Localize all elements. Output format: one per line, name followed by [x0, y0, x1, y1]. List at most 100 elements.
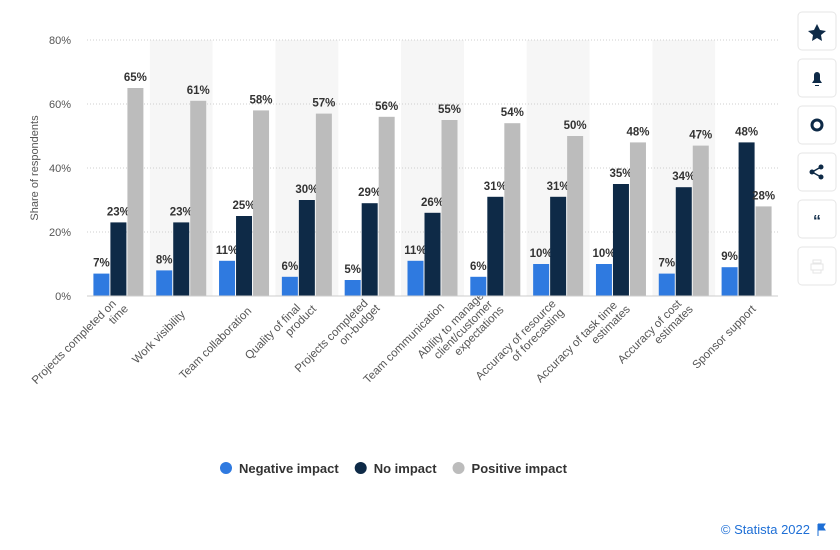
- cite-button[interactable]: “: [797, 199, 837, 239]
- bar: [487, 196, 504, 296]
- bar: [378, 116, 395, 296]
- data-label: 7%: [93, 258, 110, 270]
- data-label: 55%: [438, 104, 461, 116]
- data-label: 48%: [735, 126, 758, 138]
- bar: [424, 212, 441, 296]
- data-label: 31%: [484, 181, 507, 193]
- y-axis-title: Share of respondents: [29, 115, 41, 221]
- x-tick-label: Accuracy of cost estimates: [616, 295, 696, 375]
- legend-marker: [354, 462, 367, 474]
- settings-button[interactable]: [797, 105, 837, 145]
- legend-label: Positive impact: [472, 461, 568, 476]
- data-label: 11%: [404, 245, 426, 257]
- bar: [281, 276, 298, 296]
- bar: [110, 222, 127, 296]
- data-label: 6%: [470, 261, 487, 273]
- y-tick-label: 80%: [49, 35, 71, 47]
- bar: [470, 276, 487, 296]
- legend-marker: [220, 462, 232, 474]
- x-tick-label-group: Sponsor support: [690, 303, 759, 372]
- bar: [127, 88, 144, 296]
- data-label: 61%: [187, 85, 210, 97]
- data-label: 9%: [721, 251, 738, 263]
- bar: [219, 260, 236, 296]
- bar: [315, 113, 332, 296]
- bar: [533, 264, 550, 296]
- bar: [156, 270, 173, 296]
- print-button[interactable]: [797, 246, 837, 286]
- bar: [344, 280, 361, 296]
- x-tick-label: Projects completed on time: [30, 294, 131, 395]
- bar: [629, 142, 646, 296]
- data-label: 65%: [124, 72, 147, 84]
- bar: [441, 120, 458, 296]
- data-label: 23%: [170, 206, 193, 218]
- data-label: 35%: [609, 168, 632, 180]
- data-label: 5%: [344, 264, 361, 276]
- credit: © Statista 2022: [721, 522, 810, 537]
- bar: [595, 264, 612, 296]
- bar: [253, 110, 270, 297]
- bar: [658, 273, 675, 296]
- y-tick-label: 60%: [49, 99, 71, 111]
- alert-button[interactable]: [797, 58, 837, 98]
- legend: Negative impact No impact Positive impact: [220, 461, 568, 476]
- x-tick-label-group: Accuracy of cost estimates: [616, 295, 696, 375]
- bar: [755, 206, 772, 296]
- data-label: 50%: [564, 120, 587, 132]
- data-label: 10%: [530, 248, 553, 260]
- svg-text:“: “: [813, 213, 821, 230]
- legend-marker: [452, 462, 465, 474]
- data-label: 58%: [250, 94, 273, 106]
- data-label: 6%: [282, 261, 299, 273]
- x-tick-label: Work visibility: [130, 309, 188, 367]
- bar: [675, 187, 692, 296]
- data-label: 23%: [107, 206, 130, 218]
- data-label: 57%: [312, 98, 335, 110]
- data-label: 26%: [421, 197, 444, 209]
- data-label: 31%: [547, 181, 570, 193]
- x-tick-label-group: Team collaboration: [177, 305, 254, 382]
- data-label: 11%: [216, 245, 238, 257]
- data-label: 10%: [592, 248, 615, 260]
- bar: [550, 196, 567, 296]
- bar: [567, 136, 584, 296]
- bar: [298, 200, 315, 296]
- flag-icon: [817, 523, 826, 536]
- data-label: 7%: [658, 258, 675, 270]
- bar: [738, 142, 755, 296]
- data-label: 25%: [233, 200, 256, 212]
- data-label: 34%: [672, 171, 695, 183]
- bar: [692, 145, 709, 296]
- legend-label: Negative impact: [239, 461, 339, 476]
- data-label: 47%: [689, 130, 712, 142]
- favorite-button[interactable]: [797, 11, 837, 51]
- y-tick-label: 20%: [49, 227, 71, 239]
- x-tick-label-group: Projects completed on time: [30, 294, 131, 395]
- side-buttons: “: [797, 11, 837, 286]
- bar: [93, 273, 110, 296]
- bar: [236, 216, 253, 296]
- share-button[interactable]: [797, 152, 837, 192]
- bar: [612, 184, 629, 296]
- data-label: 8%: [156, 254, 173, 266]
- bar: [190, 100, 207, 296]
- data-label: 54%: [501, 107, 524, 119]
- bar: [721, 267, 738, 296]
- data-label: 48%: [626, 126, 649, 138]
- data-label: 28%: [752, 190, 775, 202]
- bar: [173, 222, 190, 296]
- data-label: 56%: [375, 101, 398, 113]
- bar: [407, 260, 424, 296]
- y-tick-label: 0%: [55, 291, 71, 303]
- data-label: 30%: [295, 184, 318, 196]
- x-tick-label-group: Work visibility: [130, 309, 188, 367]
- bar: [361, 203, 378, 296]
- bar: [504, 123, 521, 296]
- data-label: 29%: [358, 187, 381, 199]
- x-tick-label: Team collaboration: [177, 305, 254, 382]
- x-tick-label: Sponsor support: [690, 303, 759, 372]
- legend-label: No impact: [374, 461, 438, 476]
- y-tick-label: 40%: [49, 163, 71, 175]
